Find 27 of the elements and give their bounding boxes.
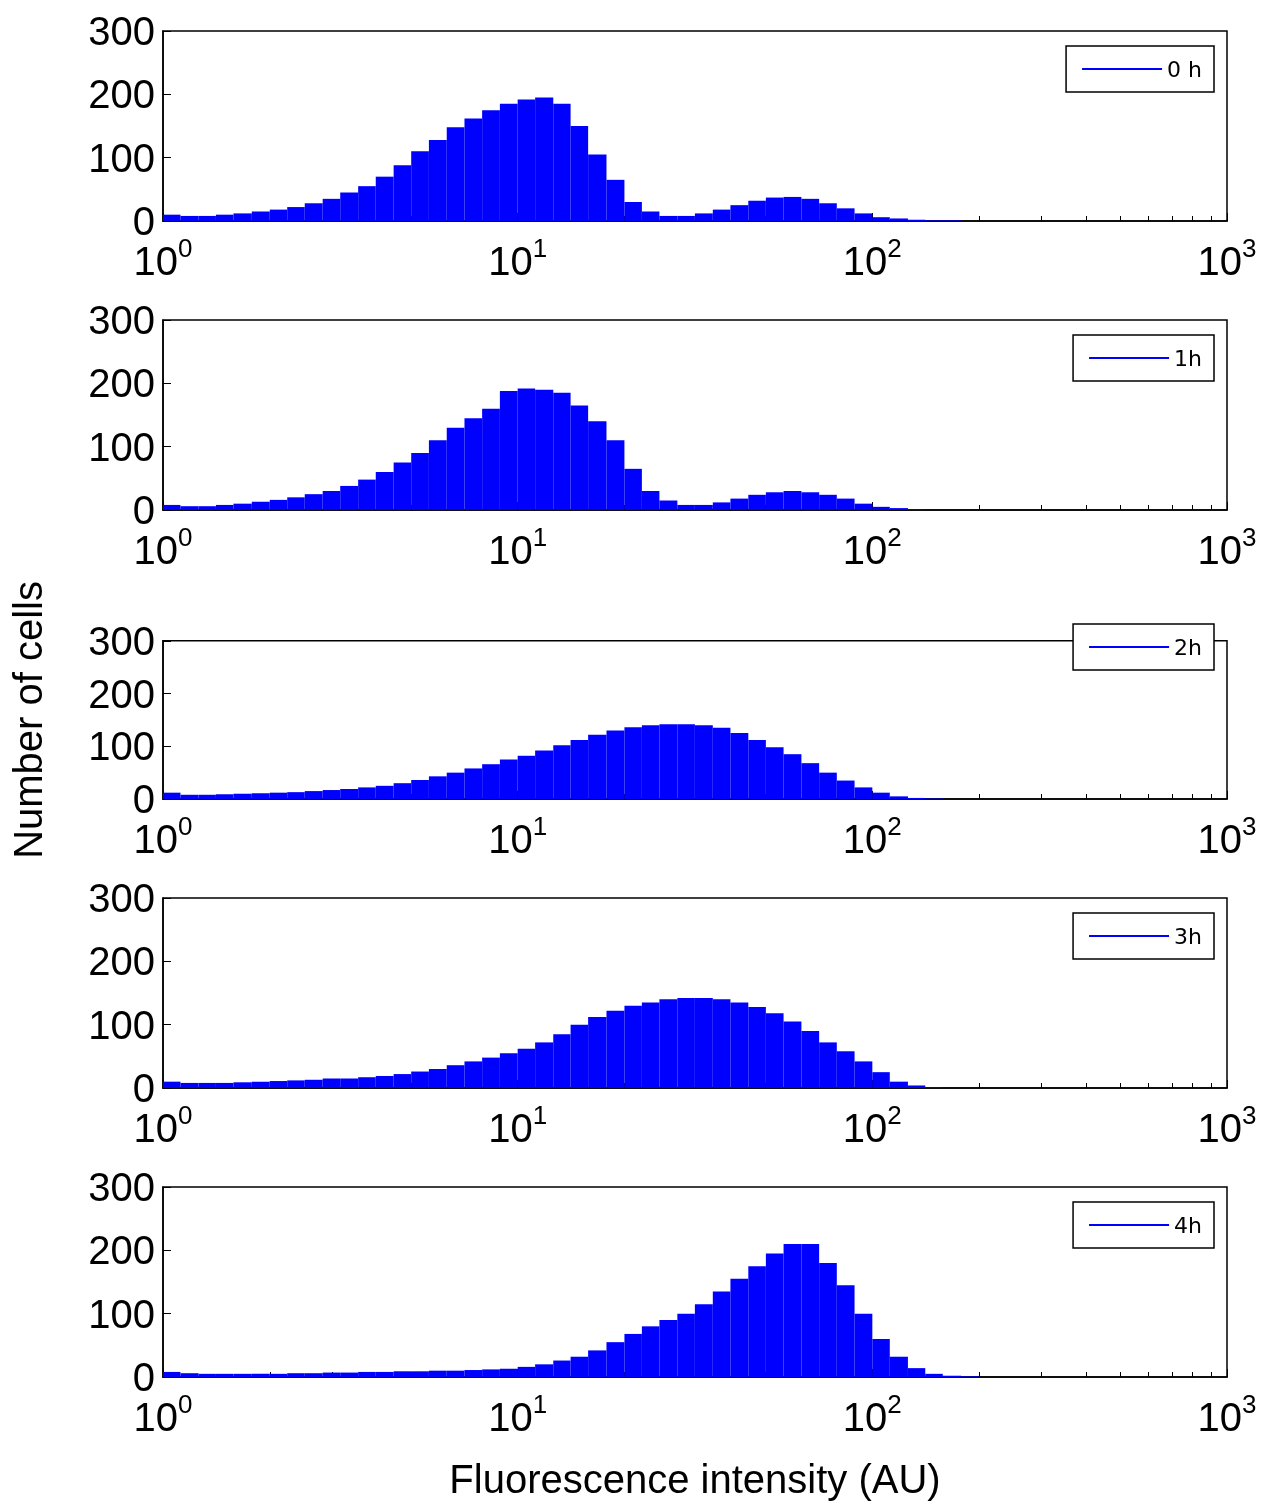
y-tick-label: 300 [88, 618, 155, 663]
y-tick-label: 100 [88, 724, 155, 769]
legend-label: 0 h [1167, 56, 1202, 82]
y-tick-label: 300 [88, 876, 155, 920]
y-tick-label: 0 [132, 199, 155, 243]
legend-label: 4h [1174, 1212, 1203, 1238]
y-tick-label: 0 [132, 1355, 155, 1399]
y-tick-label: 200 [88, 72, 155, 117]
y-tick-label: 0 [132, 488, 155, 532]
y-tick-label: 0 [132, 1066, 155, 1110]
y-tick-label: 100 [88, 135, 155, 180]
y-tick-label: 200 [88, 1228, 155, 1273]
y-tick-label: 100 [88, 424, 155, 469]
y-axis-title: Number of cells [6, 581, 50, 859]
legend-label: 3h [1174, 923, 1203, 949]
y-tick-label: 200 [88, 939, 155, 984]
y-tick-label: 300 [88, 1165, 155, 1209]
y-tick-label: 200 [88, 671, 155, 716]
y-tick-label: 0 [132, 777, 155, 821]
y-tick-label: 300 [88, 298, 155, 342]
y-tick-label: 300 [88, 9, 155, 53]
y-tick-label: 100 [88, 1002, 155, 1047]
legend-label: 2h [1174, 634, 1203, 660]
legend-label: 1h [1174, 345, 1203, 371]
y-tick-label: 200 [88, 361, 155, 406]
x-axis-title: Fluorescence intensity (AU) [449, 1457, 941, 1501]
y-tick-label: 100 [88, 1291, 155, 1336]
